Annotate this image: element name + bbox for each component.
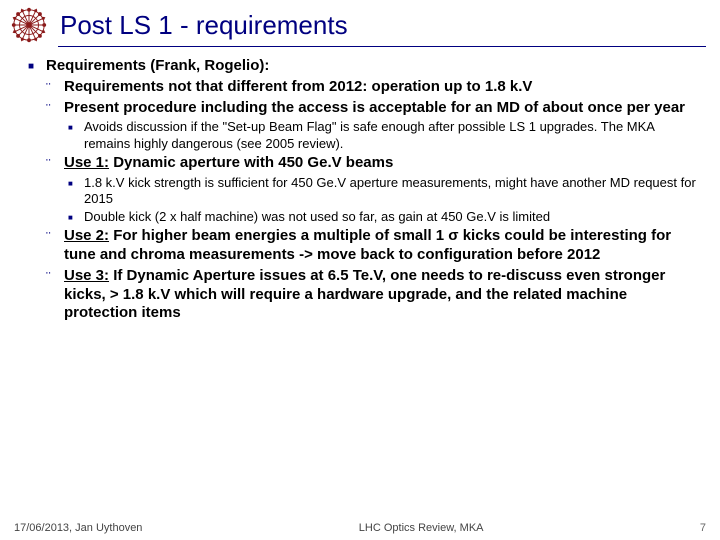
bullet-l3: ■ 1.8 k.V kick strength is sufficient fo… (68, 175, 696, 208)
bullet-marker: ¨ (46, 154, 64, 173)
use-label: Use 1: (64, 154, 109, 171)
bullet-l2: ¨ Requirements not that different from 2… (46, 78, 696, 97)
bullet-marker: ¨ (46, 78, 64, 97)
footer-center: LHC Optics Review, MKA (359, 522, 484, 534)
slide-header: Post LS 1 - requirements (0, 0, 720, 44)
bullet-text: Present procedure including the access i… (64, 99, 685, 118)
bullet-l3: ■ Double kick (2 x half machine) was not… (68, 209, 696, 225)
footer-left: 17/06/2013, Jan Uythoven (14, 522, 142, 534)
slide-body: ■ Requirements (Frank, Rogelio): ¨ Requi… (0, 47, 720, 323)
use-text: For higher beam energies a multiple of s… (64, 227, 671, 263)
bullet-text: Use 3: If Dynamic Aperture issues at 6.5… (64, 267, 696, 323)
page-number: 7 (700, 522, 706, 534)
bullet-l2: ¨ Use 3: If Dynamic Aperture issues at 6… (46, 267, 696, 323)
bullet-l2: ¨ Use 1: Dynamic aperture with 450 Ge.V … (46, 154, 696, 173)
bullet-marker: ■ (28, 57, 46, 76)
bullet-l2: ¨ Present procedure including the access… (46, 99, 696, 118)
bullet-l2: ¨ Use 2: For higher beam energies a mult… (46, 227, 696, 265)
bullet-marker: ■ (68, 209, 84, 225)
slide-title: Post LS 1 - requirements (48, 10, 348, 41)
bullet-l3: ■ Avoids discussion if the "Set-up Beam … (68, 119, 696, 152)
cern-logo (10, 6, 48, 44)
bullet-text: Requirements not that different from 201… (64, 78, 532, 97)
bullet-text: Use 2: For higher beam energies a multip… (64, 227, 696, 265)
bullet-marker: ¨ (46, 227, 64, 265)
bullet-text: Double kick (2 x half machine) was not u… (84, 209, 550, 225)
bullet-l1: ■ Requirements (Frank, Rogelio): (28, 57, 696, 76)
use-text: Dynamic aperture with 450 Ge.V beams (109, 154, 393, 171)
bullet-marker: ■ (68, 119, 84, 152)
bullet-marker: ¨ (46, 267, 64, 323)
use-label: Use 3: (64, 267, 109, 284)
use-text: If Dynamic Aperture issues at 6.5 Te.V, … (64, 267, 665, 322)
bullet-marker: ¨ (46, 99, 64, 118)
bullet-text: 1.8 k.V kick strength is sufficient for … (84, 175, 696, 208)
bullet-text: Requirements (Frank, Rogelio): (46, 57, 269, 76)
bullet-text: Use 1: Dynamic aperture with 450 Ge.V be… (64, 154, 393, 173)
use-label: Use 2: (64, 227, 109, 244)
bullet-text: Avoids discussion if the "Set-up Beam Fl… (84, 119, 696, 152)
bullet-marker: ■ (68, 175, 84, 208)
slide-footer: 17/06/2013, Jan Uythoven LHC Optics Revi… (0, 522, 720, 534)
